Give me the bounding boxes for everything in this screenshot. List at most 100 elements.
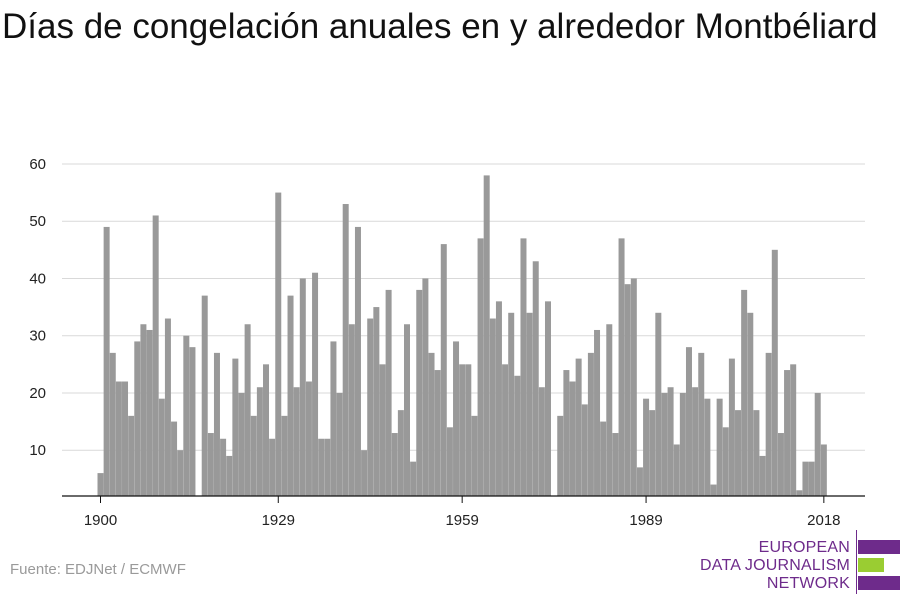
source-note: Fuente: EDJNet / ECMWF <box>10 561 186 578</box>
bar <box>158 398 165 496</box>
bar <box>673 444 680 496</box>
bar <box>146 329 153 496</box>
bar <box>495 301 502 496</box>
bar <box>747 312 754 496</box>
bar <box>526 312 533 496</box>
bar <box>391 433 398 496</box>
bar <box>820 444 827 496</box>
bar <box>587 352 594 496</box>
bar <box>97 473 104 496</box>
x-tick-label: 1959 <box>445 512 478 529</box>
bar <box>269 438 276 496</box>
x-tick-label: 1929 <box>262 512 295 529</box>
bar <box>122 381 129 496</box>
bar <box>636 467 643 496</box>
bar <box>446 427 453 496</box>
bar <box>183 335 190 496</box>
bar <box>256 387 263 496</box>
bar <box>600 421 607 496</box>
bar <box>790 364 797 496</box>
bar <box>459 364 466 496</box>
bar <box>667 387 674 496</box>
bar <box>716 398 723 496</box>
bar <box>348 324 355 496</box>
bar <box>281 415 288 496</box>
bar <box>275 192 282 496</box>
bar <box>649 410 656 496</box>
bar <box>164 318 171 496</box>
edjnet-logo: EUROPEAN DATA JOURNALISM NETWORK <box>700 530 900 600</box>
bar <box>103 226 110 497</box>
bar <box>128 415 135 496</box>
y-tick-label: 50 <box>29 213 46 230</box>
bar <box>722 427 729 496</box>
bar <box>287 295 294 496</box>
bar <box>661 392 668 496</box>
bar <box>569 381 576 496</box>
x-tick-label: 1900 <box>84 512 117 529</box>
bar <box>422 278 429 496</box>
bar <box>802 461 809 496</box>
y-axis: 10 20 30 40 50 60 <box>29 156 46 459</box>
bar <box>692 387 699 496</box>
bar <box>428 352 435 496</box>
bar <box>624 284 631 496</box>
bar <box>367 318 374 496</box>
bar <box>508 312 515 496</box>
bar <box>397 410 404 496</box>
bar <box>532 261 539 496</box>
bar <box>336 392 343 496</box>
bar <box>594 329 601 496</box>
bar <box>244 324 251 496</box>
bar <box>544 301 551 496</box>
bar <box>581 404 588 496</box>
x-tick-label: 1989 <box>629 512 662 529</box>
bar <box>655 312 662 496</box>
bar <box>520 238 527 496</box>
y-tick-label: 30 <box>29 328 46 345</box>
bar <box>808 461 815 496</box>
bar <box>440 244 447 496</box>
bar <box>765 352 772 496</box>
y-tick-label: 60 <box>29 156 46 173</box>
bar <box>606 324 613 496</box>
logo-text-network: NETWORK <box>766 575 850 592</box>
bar <box>330 341 337 496</box>
bar <box>109 352 116 496</box>
bar <box>115 381 122 496</box>
bar <box>557 415 564 496</box>
bar <box>171 421 178 496</box>
bar <box>404 324 410 496</box>
bar <box>630 278 637 496</box>
y-tick-label: 20 <box>29 385 46 402</box>
bar <box>318 438 325 496</box>
bar <box>379 364 386 496</box>
bar <box>477 238 484 496</box>
bar <box>777 433 784 496</box>
logo-text-european: EUROPEAN <box>758 539 850 556</box>
bar <box>679 392 686 496</box>
bar <box>796 490 803 496</box>
logo-text-data-journalism: DATA JOURNALISM <box>700 557 850 574</box>
bar <box>538 387 545 496</box>
bar <box>226 455 233 496</box>
bar <box>342 204 349 496</box>
bar <box>465 364 472 496</box>
bar <box>361 450 368 496</box>
bar <box>250 415 257 496</box>
bar <box>471 415 478 496</box>
bar <box>207 433 214 496</box>
bar <box>293 387 300 496</box>
bar <box>728 358 735 496</box>
bar <box>201 295 208 496</box>
bars <box>97 175 827 497</box>
bar <box>759 455 766 496</box>
bar <box>152 215 159 496</box>
bar <box>220 438 227 496</box>
bar <box>618 238 625 496</box>
bar <box>134 341 141 496</box>
bar <box>213 352 220 496</box>
logo-divider <box>856 530 857 594</box>
logo-bar-purple-bottom <box>858 576 900 590</box>
